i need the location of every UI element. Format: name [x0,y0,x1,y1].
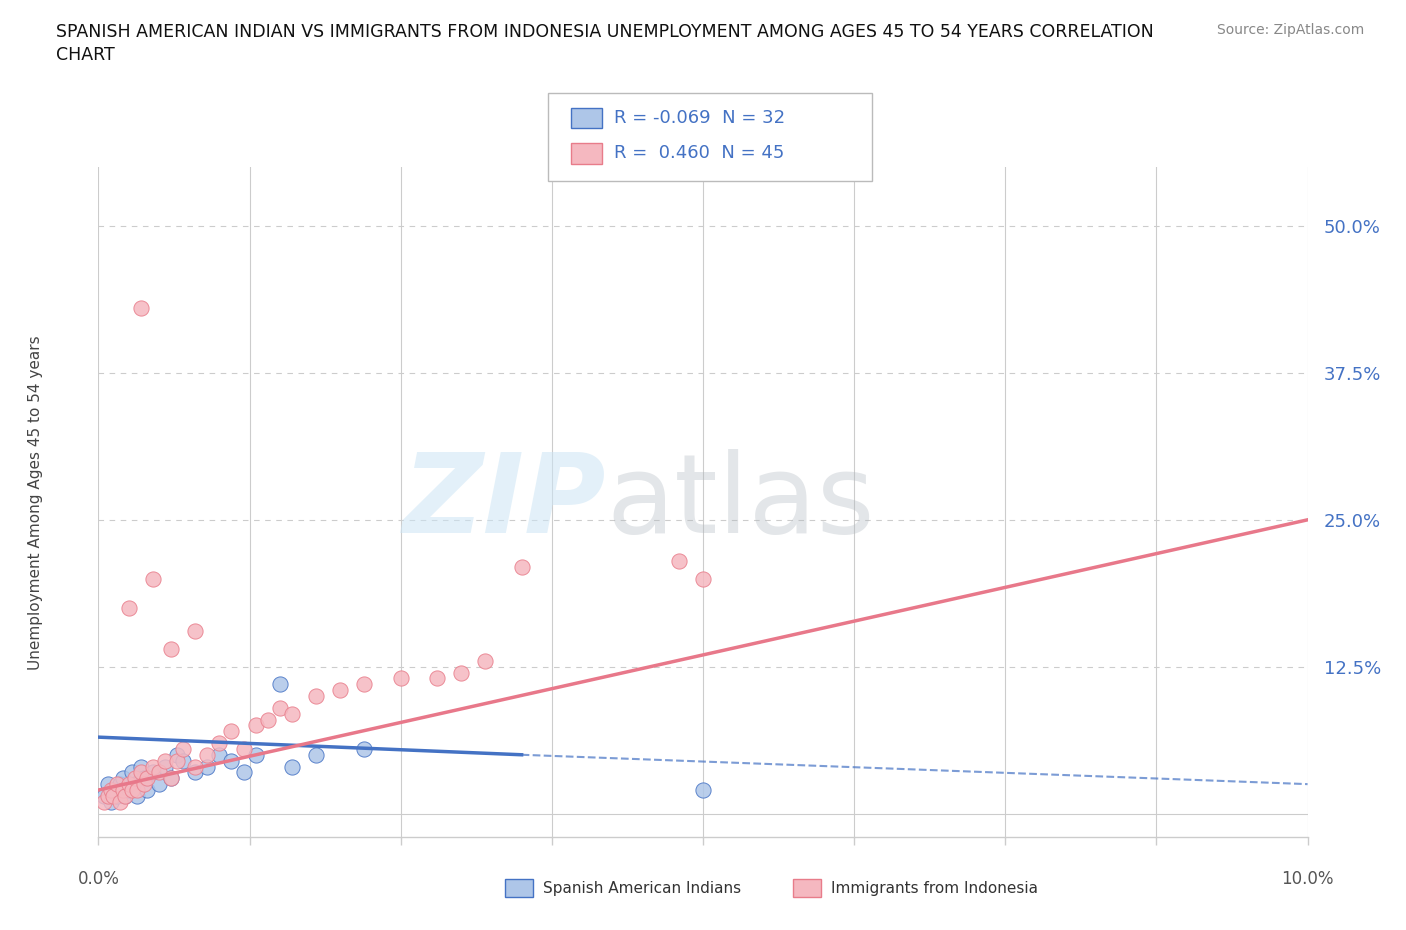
Text: Source: ZipAtlas.com: Source: ZipAtlas.com [1216,23,1364,37]
Point [184,759,207,774]
Point [208,736,231,751]
Point [221,753,243,768]
Point [134,777,156,791]
Point [148,765,170,780]
Point [160,771,183,786]
Point [127,789,149,804]
Point [101,782,124,797]
Point [129,301,152,316]
Point [118,777,141,791]
Point [148,777,170,791]
Text: Immigrants from Indonesia: Immigrants from Indonesia [831,881,1038,896]
Point [221,724,243,738]
Point [195,748,218,763]
Text: atlas: atlas [606,448,875,556]
Point [281,706,304,721]
Point [166,748,188,763]
Point [232,765,254,780]
Text: Spanish American Indians: Spanish American Indians [543,881,741,896]
Point [353,677,375,692]
Text: 10.0%: 10.0% [1281,870,1334,887]
Point [305,748,328,763]
Point [692,782,714,797]
Point [160,771,183,786]
Point [389,671,412,685]
Text: ZIP: ZIP [402,448,606,556]
Text: SPANISH AMERICAN INDIAN VS IMMIGRANTS FROM INDONESIA UNEMPLOYMENT AMONG AGES 45 : SPANISH AMERICAN INDIAN VS IMMIGRANTS FR… [56,23,1154,41]
Point [111,782,134,797]
Point [93,794,115,809]
Point [118,601,141,616]
Point [329,683,352,698]
Point [135,771,157,786]
Point [668,553,690,568]
Text: 0.0%: 0.0% [77,870,120,887]
Point [172,753,194,768]
Point [108,777,131,791]
Point [160,642,183,657]
Point [245,748,267,763]
Point [153,759,176,774]
Point [269,677,291,692]
Point [166,753,188,768]
Point [305,688,328,703]
Point [108,794,131,809]
Point [101,789,124,804]
Point [142,759,165,774]
Point [142,765,165,780]
Point [127,782,149,797]
Point [97,789,120,804]
Point [121,782,143,797]
Point [510,559,533,574]
Point [114,789,136,804]
Point [111,771,134,786]
Point [153,753,176,768]
Point [172,741,194,756]
Text: R =  0.460  N = 45: R = 0.460 N = 45 [614,144,785,163]
Point [269,700,291,715]
Text: R = -0.069  N = 32: R = -0.069 N = 32 [614,109,786,127]
Y-axis label: Unemployment Among Ages 45 to 54 years: Unemployment Among Ages 45 to 54 years [28,335,42,670]
Point [129,765,152,780]
Point [184,765,207,780]
Point [93,789,115,804]
Point [245,718,267,733]
Point [426,671,449,685]
Point [208,748,231,763]
Point [114,789,136,804]
Point [100,782,122,797]
Point [105,777,128,791]
Point [281,759,304,774]
Point [195,759,218,774]
Point [105,789,128,804]
Point [124,771,146,786]
Point [256,712,278,727]
Point [124,777,146,791]
Point [450,665,472,680]
Point [118,782,141,797]
Point [134,771,156,786]
Point [142,571,165,586]
Point [353,741,375,756]
Point [474,654,496,669]
Point [129,759,152,774]
Text: CHART: CHART [56,46,115,64]
Point [135,782,157,797]
Point [184,624,207,639]
Point [232,741,254,756]
Point [100,794,122,809]
Point [97,777,120,791]
Point [121,765,143,780]
Point [692,571,714,586]
